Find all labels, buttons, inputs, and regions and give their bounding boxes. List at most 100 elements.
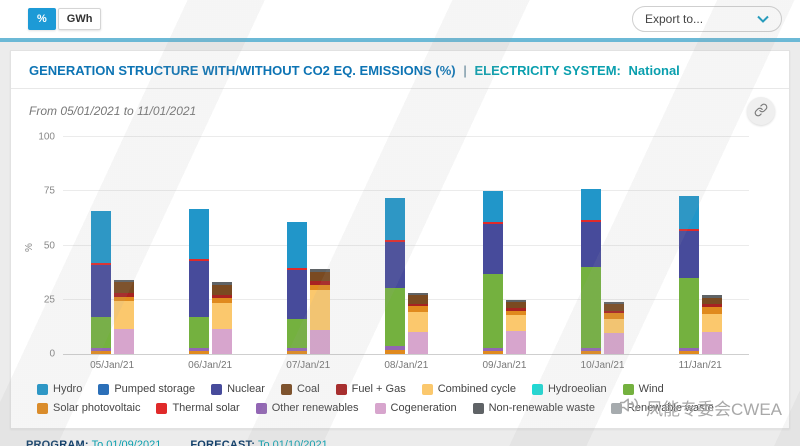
segment-solar_photovoltaic[interactable] <box>678 350 699 354</box>
segment-nuclear[interactable] <box>188 260 209 318</box>
segment-fuel_gas[interactable] <box>113 293 134 297</box>
legend-item-nuclear[interactable]: Nuclear <box>211 383 265 395</box>
segment-other_renewables[interactable] <box>580 347 601 351</box>
segment-combined_cycle[interactable] <box>113 300 134 330</box>
segment-combined_cycle[interactable] <box>603 319 624 334</box>
segment-other_renewables[interactable] <box>90 347 111 351</box>
segment-non_renewable_waste[interactable] <box>505 299 526 302</box>
stacked-bar-emitting[interactable] <box>211 137 232 354</box>
segment-nuclear[interactable] <box>580 221 601 268</box>
segment-solar_photovoltaic[interactable] <box>407 306 428 312</box>
unit-percent-button[interactable]: % <box>28 8 56 30</box>
legend-item-thermal_solar[interactable]: Thermal solar <box>156 402 240 414</box>
segment-nuclear[interactable] <box>286 270 307 320</box>
segment-coal[interactable] <box>407 295 428 305</box>
segment-solar_photovoltaic[interactable] <box>505 310 526 315</box>
segment-other_renewables[interactable] <box>678 347 699 351</box>
segment-hydro[interactable] <box>286 221 307 269</box>
segment-solar_photovoltaic[interactable] <box>580 350 601 354</box>
segment-other_renewables[interactable] <box>188 347 209 351</box>
segment-thermal_solar[interactable] <box>482 221 503 224</box>
stacked-bar-emitting[interactable] <box>505 137 526 354</box>
segment-fuel_gas[interactable] <box>701 304 722 308</box>
export-dropdown[interactable]: Export to... <box>632 6 782 32</box>
segment-solar_photovoltaic[interactable] <box>211 297 232 304</box>
segment-hydro[interactable] <box>482 191 503 222</box>
legend-item-other_renewables[interactable]: Other renewables <box>255 402 359 414</box>
segment-wind[interactable] <box>188 317 209 348</box>
unit-gwh-button[interactable]: GWh <box>57 8 102 30</box>
segment-hydro[interactable] <box>384 197 405 241</box>
segment-coal[interactable] <box>701 297 722 305</box>
segment-solar_photovoltaic[interactable] <box>603 312 624 320</box>
legend-item-wind[interactable]: Wind <box>622 383 664 395</box>
segment-thermal_solar[interactable] <box>580 219 601 222</box>
legend-item-solar_photovoltaic[interactable]: Solar photovoltaic <box>37 402 140 414</box>
stacked-bar-free[interactable] <box>384 137 405 354</box>
segment-solar_photovoltaic[interactable] <box>286 350 307 354</box>
stacked-bar-emitting[interactable] <box>603 137 624 354</box>
segment-fuel_gas[interactable] <box>309 281 330 285</box>
stacked-bar-free[interactable] <box>482 137 503 354</box>
segment-nuclear[interactable] <box>678 231 699 279</box>
segment-coal[interactable] <box>113 282 134 294</box>
legend-item-fuel_gas[interactable]: Fuel + Gas <box>335 383 406 395</box>
stacked-bar-free[interactable] <box>90 137 111 354</box>
segment-solar_photovoltaic[interactable] <box>113 296 134 301</box>
segment-non_renewable_waste[interactable] <box>603 301 624 305</box>
segment-wind[interactable] <box>678 278 699 348</box>
segment-coal[interactable] <box>211 284 232 296</box>
segment-cogeneration[interactable] <box>407 332 428 354</box>
segment-fuel_gas[interactable] <box>505 308 526 311</box>
segment-wind[interactable] <box>90 317 111 348</box>
legend-item-hydro[interactable]: Hydro <box>37 383 82 395</box>
segment-non_renewable_waste[interactable] <box>407 293 428 296</box>
segment-cogeneration[interactable] <box>113 329 134 354</box>
segment-other_renewables[interactable] <box>384 346 405 350</box>
legend-item-coal[interactable]: Coal <box>280 383 320 395</box>
legend-item-renewable_waste[interactable]: Renewable waste <box>610 402 714 414</box>
segment-hydro[interactable] <box>678 195 699 230</box>
segment-thermal_solar[interactable] <box>678 229 699 232</box>
segment-coal[interactable] <box>309 271 330 282</box>
segment-thermal_solar[interactable] <box>286 268 307 271</box>
segment-combined_cycle[interactable] <box>407 311 428 333</box>
segment-hydro[interactable] <box>90 210 111 263</box>
segment-cogeneration[interactable] <box>505 331 526 354</box>
segment-other_renewables[interactable] <box>482 347 503 351</box>
stacked-bar-free[interactable] <box>286 137 307 354</box>
legend-item-pumped_storage[interactable]: Pumped storage <box>98 383 195 395</box>
legend-item-cogeneration[interactable]: Cogeneration <box>374 402 457 414</box>
segment-nuclear[interactable] <box>384 242 405 288</box>
segment-other_renewables[interactable] <box>286 347 307 351</box>
segment-wind[interactable] <box>286 319 307 348</box>
segment-hydro[interactable] <box>188 208 209 259</box>
legend-item-non_renewable_waste[interactable]: Non-renewable waste <box>472 402 595 414</box>
segment-cogeneration[interactable] <box>701 332 722 354</box>
stacked-bar-free[interactable] <box>678 137 699 354</box>
segment-solar_photovoltaic[interactable] <box>90 350 111 354</box>
segment-non_renewable_waste[interactable] <box>701 295 722 298</box>
segment-cogeneration[interactable] <box>603 333 624 354</box>
segment-wind[interactable] <box>384 287 405 347</box>
stacked-bar-free[interactable] <box>580 137 601 354</box>
segment-fuel_gas[interactable] <box>211 295 232 298</box>
segment-cogeneration[interactable] <box>309 330 330 354</box>
stacked-bar-emitting[interactable] <box>407 137 428 354</box>
segment-non_renewable_waste[interactable] <box>309 269 330 272</box>
stacked-bar-emitting[interactable] <box>113 137 134 354</box>
legend-item-combined_cycle[interactable]: Combined cycle <box>421 383 516 395</box>
segment-thermal_solar[interactable] <box>384 240 405 243</box>
segment-combined_cycle[interactable] <box>505 314 526 332</box>
stacked-bar-emitting[interactable] <box>701 137 722 354</box>
legend-item-hydroeolian[interactable]: Hydroeolian <box>531 383 607 395</box>
segment-coal[interactable] <box>505 301 526 309</box>
segment-combined_cycle[interactable] <box>309 290 330 331</box>
segment-fuel_gas[interactable] <box>407 304 428 307</box>
segment-cogeneration[interactable] <box>211 329 232 354</box>
stacked-bar-emitting[interactable] <box>309 137 330 354</box>
segment-wind[interactable] <box>482 273 503 348</box>
segment-solar_photovoltaic[interactable] <box>384 349 405 354</box>
share-link-button[interactable] <box>747 97 775 125</box>
segment-solar_photovoltaic[interactable] <box>188 350 209 354</box>
